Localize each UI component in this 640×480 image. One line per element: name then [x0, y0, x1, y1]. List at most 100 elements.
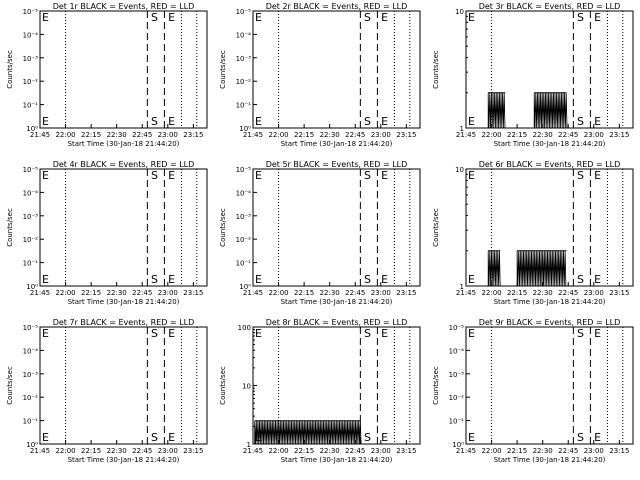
y-tick-label: 10 [242, 383, 251, 391]
x-tick-label: 22:15 [81, 131, 101, 139]
marker-label-bottom: E [381, 431, 388, 444]
x-tick-label: 22:00 [481, 131, 501, 139]
x-tick-label: 22:00 [268, 131, 288, 139]
y-axis-label: Counts/sec [6, 50, 14, 89]
x-tick-label: 23:00 [584, 131, 604, 139]
y-tick-label: 10⁻⁴ [449, 347, 465, 355]
y-tick-label: 10⁻² [23, 394, 39, 402]
x-tick-label: 22:15 [507, 289, 527, 297]
x-tick-label: 23:15 [609, 289, 629, 297]
marker-label-bottom: E [594, 273, 601, 286]
event-trace [516, 250, 567, 287]
x-tick-label: 22:30 [107, 447, 127, 455]
y-tick-label: 10⁻⁴ [23, 189, 39, 197]
y-tick-label: 1 [247, 441, 251, 449]
x-tick-label: 23:00 [158, 447, 178, 455]
y-tick-label: 10⁻¹ [236, 102, 252, 110]
marker-label-bottom: E [381, 273, 388, 286]
marker-label-bottom: S [577, 115, 584, 128]
marker-label-bottom: S [577, 273, 584, 286]
marker-label-bottom: E [42, 431, 49, 444]
x-tick-label: 22:15 [81, 289, 101, 297]
y-tick-label: 10⁻⁴ [236, 31, 252, 39]
x-tick-label: 21:45 [243, 447, 263, 455]
event-trace [487, 250, 501, 287]
marker-label-bottom: E [42, 115, 49, 128]
y-tick-label: 100 [238, 324, 251, 332]
panel-title: Det 5r BLACK = Events, RED = LLD [266, 160, 408, 169]
x-tick-label: 22:30 [320, 131, 340, 139]
marker-label-top: E [381, 11, 388, 24]
panel-title: Det 7r BLACK = Events, RED = LLD [53, 318, 195, 327]
panel-title: Det 2r BLACK = Events, RED = LLD [266, 2, 408, 11]
y-tick-label: 10⁰ [26, 125, 38, 133]
x-tick-label: 22:45 [558, 131, 578, 139]
marker-label-top: E [594, 169, 601, 182]
x-tick-label: 23:15 [609, 131, 629, 139]
y-tick-label: 10⁰ [26, 441, 38, 449]
marker-label-top: E [594, 327, 601, 340]
x-tick-label: 21:45 [456, 131, 476, 139]
plot-frame [465, 326, 634, 445]
marker-label-bottom: E [168, 273, 175, 286]
y-tick-label: 10⁻⁵ [449, 324, 465, 332]
x-axis-label: Start Time (30-Jan-18 21:44:20) [281, 140, 393, 148]
y-tick-label: 10⁻³ [236, 55, 252, 63]
x-tick-label: 23:15 [396, 131, 416, 139]
x-tick-label: 21:45 [30, 447, 50, 455]
marker-label-top: E [255, 327, 262, 340]
x-tick-label: 22:15 [507, 131, 527, 139]
x-tick-label: 22:45 [345, 447, 365, 455]
marker-label-bottom: S [151, 273, 158, 286]
y-axis-label: Counts/sec [6, 208, 14, 247]
y-tick-label: 10⁻² [236, 236, 252, 244]
marker-label-bottom: E [594, 431, 601, 444]
x-tick-label: 22:00 [55, 131, 75, 139]
y-tick-label: 10⁻² [23, 78, 39, 86]
x-axis-label: Start Time (30-Jan-18 21:44:20) [494, 140, 606, 148]
x-tick-label: 23:15 [183, 447, 203, 455]
x-tick-label: 22:15 [294, 447, 314, 455]
marker-label-bottom: S [364, 115, 371, 128]
y-tick-label: 10 [455, 8, 464, 16]
panel-det-1: Det 1r BLACK = Events, RED = LLD 10⁰ 10⁻¹ 1… [6, 2, 208, 148]
x-tick-label: 22:45 [558, 447, 578, 455]
marker-label-top: E [255, 169, 262, 182]
marker-label-bottom: E [42, 273, 49, 286]
marker-label-top: E [255, 11, 262, 24]
marker-label-bottom: E [168, 115, 175, 128]
panel-title: Det 1r BLACK = Events, RED = LLD [53, 2, 195, 11]
panel-title: Det 9r BLACK = Events, RED = LLD [479, 318, 621, 327]
x-tick-label: 22:45 [132, 447, 152, 455]
y-tick-label: 10⁻⁵ [236, 8, 252, 16]
marker-label-top: E [168, 11, 175, 24]
x-tick-label: 22:45 [132, 289, 152, 297]
x-tick-label: 21:45 [456, 289, 476, 297]
y-tick-label: 10⁰ [239, 283, 251, 291]
x-tick-label: 21:45 [30, 289, 50, 297]
panel-title: Det 6r BLACK = Events, RED = LLD [479, 160, 621, 169]
x-tick-label: 22:00 [268, 447, 288, 455]
plot-frame [39, 326, 208, 445]
y-tick-label: 1 [460, 283, 464, 291]
marker-label-bottom: S [577, 431, 584, 444]
marker-label-top: E [468, 11, 475, 24]
x-tick-label: 22:00 [481, 447, 501, 455]
y-axis-label: Counts/sec [219, 366, 227, 405]
x-axis-label: Start Time (30-Jan-18 21:44:20) [68, 456, 180, 464]
x-tick-label: 23:00 [584, 289, 604, 297]
y-tick-label: 10⁰ [26, 283, 38, 291]
x-tick-label: 22:30 [107, 289, 127, 297]
marker-label-top: E [468, 327, 475, 340]
panel-det-4: Det 4r BLACK = Events, RED = LLD 10⁰ 10⁻¹ 1… [6, 160, 208, 306]
panel-title: Det 3r BLACK = Events, RED = LLD [479, 2, 621, 11]
marker-label-top: E [468, 169, 475, 182]
marker-label-top: S [151, 327, 158, 340]
event-trace [254, 420, 362, 445]
x-tick-label: 22:15 [81, 447, 101, 455]
marker-label-top: E [168, 169, 175, 182]
panel-det-6: Det 6r BLACK = Events, RED = LLD 10 121:45… [432, 160, 634, 306]
x-tick-label: 22:30 [533, 131, 553, 139]
x-tick-label: 22:45 [558, 289, 578, 297]
